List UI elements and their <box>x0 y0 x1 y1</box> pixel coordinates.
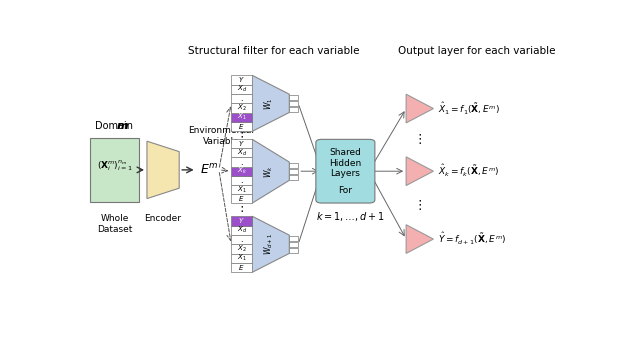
Text: $X_k$: $X_k$ <box>237 166 247 176</box>
Bar <box>289 236 298 241</box>
Text: $\cdot$: $\cdot$ <box>240 94 243 103</box>
Text: Whole
Dataset: Whole Dataset <box>97 214 132 234</box>
Text: $\boldsymbol{E^m}$: $\boldsymbol{E^m}$ <box>200 163 218 177</box>
Text: ⋮: ⋮ <box>236 201 248 214</box>
Bar <box>231 167 252 176</box>
Bar <box>231 103 252 113</box>
Polygon shape <box>147 141 179 199</box>
Text: Environmental
Variable: Environmental Variable <box>188 126 254 146</box>
Polygon shape <box>406 94 433 123</box>
Bar <box>289 175 298 180</box>
Bar <box>231 148 252 158</box>
Bar <box>231 113 252 122</box>
Polygon shape <box>252 216 289 272</box>
Bar <box>289 163 298 168</box>
Text: $X_1$: $X_1$ <box>237 184 246 195</box>
Text: $W_1$: $W_1$ <box>262 97 275 109</box>
Polygon shape <box>252 75 289 132</box>
Bar <box>289 169 298 174</box>
Text: $\boldsymbol{m}$: $\boldsymbol{m}$ <box>116 121 129 131</box>
Bar <box>231 94 252 103</box>
Bar <box>231 244 252 254</box>
Text: $Y$: $Y$ <box>238 139 245 148</box>
Text: Output layer for each variable: Output layer for each variable <box>398 46 556 56</box>
Text: $k = 1, \ldots, d+1$: $k = 1, \ldots, d+1$ <box>316 211 385 223</box>
Bar <box>231 158 252 167</box>
Text: $\cdot$: $\cdot$ <box>240 158 243 166</box>
Bar <box>289 107 298 112</box>
Polygon shape <box>252 139 289 203</box>
Bar <box>231 235 252 244</box>
Text: For: For <box>339 186 353 195</box>
Text: $X_d$: $X_d$ <box>237 148 247 158</box>
Text: $E$: $E$ <box>239 263 245 272</box>
Bar <box>231 216 252 225</box>
Text: $\cdot$: $\cdot$ <box>240 235 243 244</box>
Text: ⋮: ⋮ <box>236 131 248 144</box>
Text: $\hat{X}_1 = f_1(\tilde{\mathbf{X}}, E^m)$: $\hat{X}_1 = f_1(\tilde{\mathbf{X}}, E^m… <box>438 100 500 117</box>
Bar <box>289 248 298 253</box>
Bar <box>231 254 252 263</box>
Bar <box>231 75 252 85</box>
Text: $Y$: $Y$ <box>238 76 245 84</box>
Text: $X_2$: $X_2$ <box>237 244 246 254</box>
Text: Shared
Hidden
Layers: Shared Hidden Layers <box>329 148 362 178</box>
Bar <box>231 176 252 185</box>
Text: ⋮: ⋮ <box>413 133 426 146</box>
Text: $X_d$: $X_d$ <box>237 84 247 94</box>
Text: $\cdot$: $\cdot$ <box>240 176 243 185</box>
Text: ⋮: ⋮ <box>413 199 426 212</box>
Bar <box>289 95 298 100</box>
Bar <box>231 122 252 132</box>
Text: $X_1$: $X_1$ <box>237 112 246 122</box>
Text: $W_{d+1}$: $W_{d+1}$ <box>262 233 275 256</box>
Text: $\hat{Y} = f_{d+1}(\tilde{\mathbf{X}}, E^m)$: $\hat{Y} = f_{d+1}(\tilde{\mathbf{X}}, E… <box>438 231 507 247</box>
Bar <box>289 101 298 106</box>
Text: $Y$: $Y$ <box>238 216 245 225</box>
Text: Structural filter for each variable: Structural filter for each variable <box>188 46 359 56</box>
Bar <box>231 225 252 235</box>
Bar <box>231 194 252 203</box>
Bar <box>231 85 252 94</box>
Polygon shape <box>406 157 433 185</box>
Bar <box>231 263 252 272</box>
Text: $(\mathbf{X}_i^m)_{i=1}^{n_m}$: $(\mathbf{X}_i^m)_{i=1}^{n_m}$ <box>97 159 132 173</box>
Text: Encoder: Encoder <box>145 214 182 223</box>
Text: $E$: $E$ <box>239 194 245 203</box>
Text: $X_1$: $X_1$ <box>237 253 246 263</box>
Polygon shape <box>406 225 433 254</box>
Text: $E$: $E$ <box>239 122 245 131</box>
Text: $\hat{X}_k = f_k(\tilde{\mathbf{X}}, E^m)$: $\hat{X}_k = f_k(\tilde{\mathbf{X}}, E^m… <box>438 163 500 179</box>
FancyBboxPatch shape <box>316 139 375 203</box>
Bar <box>231 139 252 148</box>
Text: $X_d$: $X_d$ <box>237 225 247 235</box>
Text: $X_2$: $X_2$ <box>237 103 246 113</box>
Text: Domain: Domain <box>95 121 136 131</box>
FancyBboxPatch shape <box>90 138 139 202</box>
Text: $W_k$: $W_k$ <box>262 165 275 178</box>
Bar <box>289 242 298 247</box>
Bar <box>231 185 252 194</box>
